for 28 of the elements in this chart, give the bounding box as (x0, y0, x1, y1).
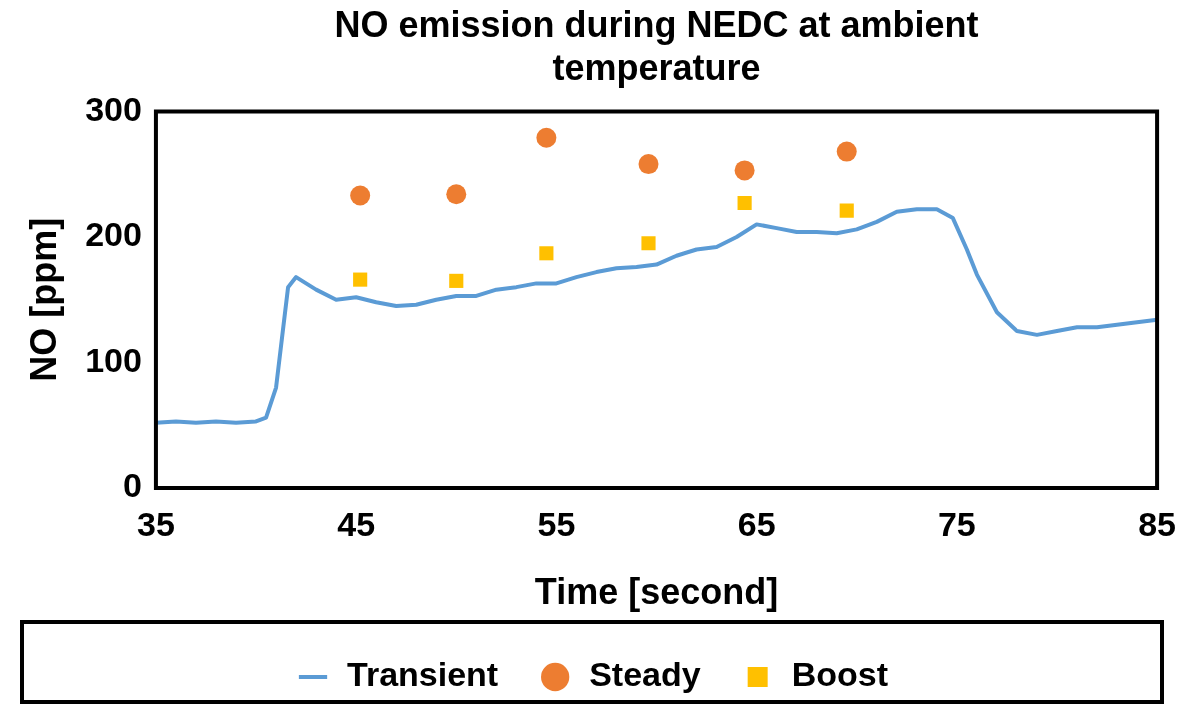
point (536, 127, 557, 148)
x-axis-title: Time [second] (534, 571, 779, 613)
x-tick-label: 45 (337, 504, 376, 543)
point (638, 154, 659, 175)
y-tick-label: 200 (85, 215, 142, 254)
point (839, 203, 854, 218)
x-tick-label: 85 (1138, 504, 1176, 543)
point (449, 273, 464, 288)
point (836, 141, 857, 162)
y-tick-label: 0 (123, 466, 142, 505)
point (737, 195, 752, 211)
legend-label: Boost (791, 655, 888, 694)
x-tick-label: 65 (737, 504, 776, 543)
x-tick-label: 35 (137, 504, 175, 543)
point (539, 246, 554, 261)
point (641, 236, 656, 251)
x-tick-label: 55 (537, 504, 576, 543)
chart-title: NO emission during NEDC at ambient temperature (334, 3, 979, 88)
legend-label: Transient (347, 655, 499, 694)
point (446, 184, 467, 205)
y-axis-title: NO [ppm] (22, 217, 64, 382)
y-tick-label: 100 (85, 340, 142, 379)
legend-label: Steady (589, 655, 701, 694)
point (734, 160, 755, 181)
point (350, 185, 371, 206)
x-tick-label: 75 (937, 504, 976, 543)
y-tick-label: 300 (85, 89, 142, 128)
point (353, 272, 368, 287)
